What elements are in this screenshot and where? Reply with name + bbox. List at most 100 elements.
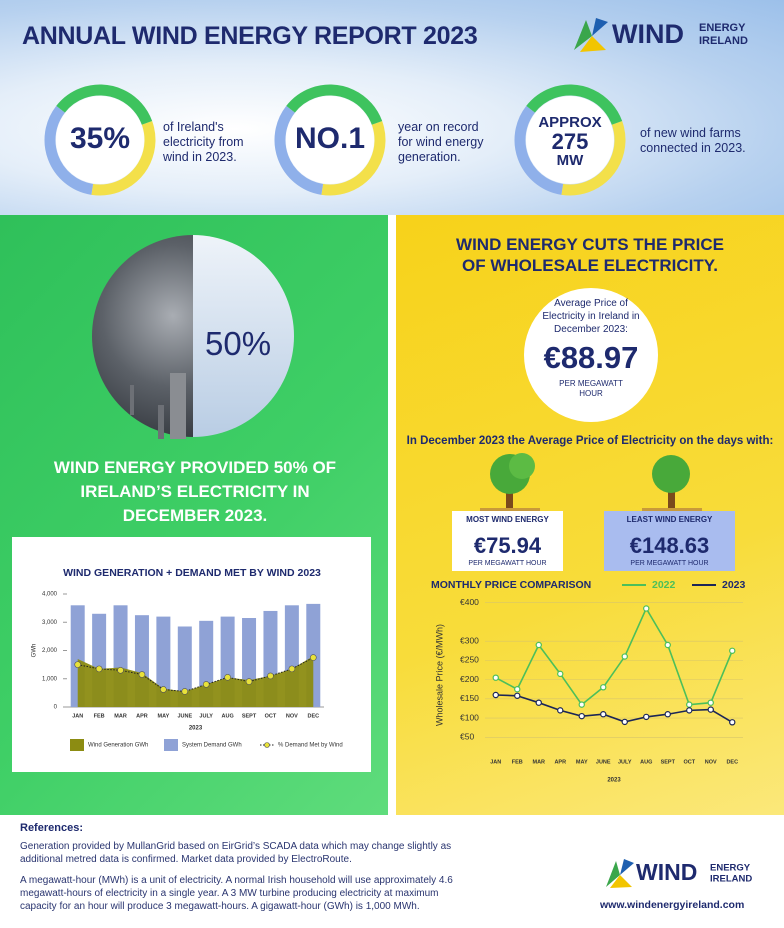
stat-value-line: APPROX <box>538 114 602 131</box>
price-point <box>621 718 628 726</box>
price-point <box>535 699 542 706</box>
x-tick-label: OCT <box>683 759 695 765</box>
ground <box>642 508 702 512</box>
photo-left <box>92 235 193 437</box>
references-text: Generation provided by MullanGrid based … <box>20 841 452 865</box>
percent-point <box>224 674 231 681</box>
price-unit: PER MEGAWATT HOUR <box>559 379 623 398</box>
percent-point <box>309 654 317 661</box>
price-label: Average Price of Electricity in Ireland … <box>542 298 640 335</box>
y-tick-label: 0 <box>54 705 58 711</box>
percent-point <box>95 665 103 673</box>
stat-rings <box>44 84 626 196</box>
legend-label: System Demand GWh <box>182 743 242 749</box>
x-tick-label: APR <box>136 713 148 719</box>
y-tick-label: €100 <box>460 712 479 722</box>
stat-value-line: MW <box>556 152 584 169</box>
percent-point <box>74 661 82 668</box>
price-point <box>578 712 585 720</box>
ring-segment <box>44 84 156 196</box>
percent-point <box>245 678 253 685</box>
x-tick-label: FEB <box>512 759 523 765</box>
power-station-photo <box>92 235 294 439</box>
legend-swatch <box>70 739 84 751</box>
logo-line: IRELAND <box>710 874 752 885</box>
percent-point <box>288 665 296 673</box>
legend-dot <box>264 742 270 748</box>
logo-blade <box>620 859 634 875</box>
y-axis-label: GWh <box>32 644 38 658</box>
stat-text: year on record for wind energy generatio… <box>398 120 484 164</box>
logo-blade <box>574 20 592 50</box>
price-point <box>492 691 499 699</box>
photo-right <box>193 235 294 437</box>
price-point <box>600 711 607 718</box>
price-point <box>664 641 671 649</box>
price-circle <box>524 288 658 422</box>
ring-segment <box>514 84 626 196</box>
stat-text: of Ireland's electricity from wind in 20… <box>163 120 244 164</box>
logo-bottom: WIND ENERGY IRELAND <box>606 859 752 888</box>
y-tick-label: €50 <box>460 732 474 742</box>
tree-crown <box>652 455 690 493</box>
percent-line <box>77 657 314 692</box>
least-box <box>604 511 735 571</box>
website-url: www.windenergyireland.com <box>600 899 745 911</box>
percent-point <box>267 672 274 680</box>
y-tick-label: €250 <box>460 655 479 665</box>
x-tick-label: JULY <box>199 713 213 719</box>
x-tick-label: MAY <box>158 713 170 719</box>
logo-blade <box>606 861 620 887</box>
references-text: A megawatt-hour (MWh) is a unit of elect… <box>20 875 453 912</box>
references-heading: References: <box>20 822 83 834</box>
photo-percent: 50% <box>205 325 272 362</box>
logo-line: ENERGY <box>710 863 751 874</box>
price-point <box>557 670 564 678</box>
most-value: €75.94 <box>473 533 542 558</box>
legend-label: Wind Generation GWh <box>88 743 148 749</box>
price-point <box>686 701 693 708</box>
x-tick-label: DEC <box>307 713 319 719</box>
chart-title: WIND GENERATION + DEMAND MET BY WIND 202… <box>63 567 321 579</box>
x-tick-label: DEC <box>726 759 738 765</box>
logo-blade <box>580 36 606 52</box>
x-tick-label: SEPT <box>242 713 257 719</box>
most-unit: PER MEGAWATT HOUR <box>468 560 547 567</box>
y-tick-label: 1,000 <box>42 676 58 682</box>
ring-segment <box>274 84 386 196</box>
x-tick-label: JULY <box>618 759 632 765</box>
legend-label: 2023 <box>722 579 746 591</box>
x-tick-label: MAR <box>114 713 127 719</box>
wind-chart: WIND GENERATION + DEMAND MET BY WIND 202… <box>32 567 343 751</box>
ring-segment <box>514 84 626 196</box>
least-value: €148.63 <box>629 533 710 558</box>
x-tick-label: JUNE <box>596 759 611 765</box>
ring-inner <box>286 96 374 184</box>
price-point <box>557 707 564 714</box>
green-headline: WIND ENERGY PROVIDED 50% OF IRELAND’S EL… <box>53 458 337 525</box>
percent-point <box>160 686 167 693</box>
y-tick-label: €200 <box>460 674 479 684</box>
trees <box>480 453 702 512</box>
tree-crown <box>509 453 535 479</box>
logo-word: WIND <box>636 859 697 885</box>
percent-point <box>117 666 124 674</box>
y-tick-label: €300 <box>460 635 479 645</box>
stat-value: 35% <box>69 122 131 155</box>
ring-segment <box>274 84 386 196</box>
price-point <box>707 699 714 706</box>
price-point <box>492 674 499 681</box>
x-axis-label: 2023 <box>607 778 621 784</box>
x-axis-label: 2023 <box>189 726 203 732</box>
tree-trunk <box>668 480 675 510</box>
most-title: MOST WIND ENERGY <box>466 515 549 524</box>
legend-swatch <box>164 739 178 751</box>
y-tick-label: €150 <box>460 693 479 703</box>
x-tick-label: JAN <box>490 759 501 765</box>
price-point <box>535 641 542 649</box>
price-point <box>621 653 628 660</box>
ring-inner <box>526 96 614 184</box>
x-tick-label: OCT <box>265 713 277 719</box>
x-tick-label: AUG <box>640 759 652 765</box>
